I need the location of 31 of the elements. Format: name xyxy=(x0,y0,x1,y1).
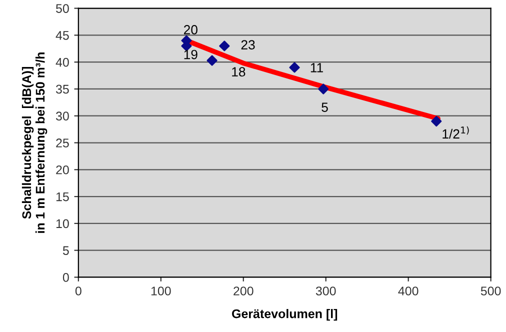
y-tick-label: 35 xyxy=(56,84,69,94)
annotation: 23 xyxy=(241,40,255,50)
annotation: 5 xyxy=(322,102,328,112)
annotation: 19 xyxy=(184,50,198,60)
x-tick-label: 300 xyxy=(316,286,336,296)
y-tick-label: 5 xyxy=(62,246,69,255)
x-tick-label: 400 xyxy=(398,286,418,296)
y-tick-label: 30 xyxy=(56,112,69,121)
point xyxy=(318,84,329,94)
x-tick-label: 0 xyxy=(75,286,82,296)
point xyxy=(289,62,300,73)
annotation: 1/2$^{1)}$ xyxy=(442,126,469,139)
y-tick-label: 15 xyxy=(56,192,69,202)
annotation: 11 xyxy=(310,63,323,72)
annotation: 20 xyxy=(184,25,198,34)
y-tick-label: 40 xyxy=(56,58,69,67)
y-axis-title: Schalldruckpegel [dB(A)] in 1 m Entfernung bei 150 m³/h xyxy=(22,52,48,233)
y-tick-label: 50 xyxy=(56,4,69,13)
y-tick-label: 25 xyxy=(56,138,69,148)
x-tick-label: 200 xyxy=(234,286,254,296)
x-axis-title: Gerätevolumen [l] xyxy=(232,309,338,321)
point xyxy=(206,55,218,66)
y-tick-label: 10 xyxy=(56,219,69,228)
y-tick-label: 20 xyxy=(56,165,69,174)
y-tick-label: 45 xyxy=(56,31,69,40)
x-tick-label: 100 xyxy=(151,286,171,296)
point xyxy=(219,40,230,52)
point xyxy=(431,116,442,127)
y-tick-label: 0 xyxy=(62,273,69,282)
annotation: 18 xyxy=(232,67,246,77)
x-tick-label: 500 xyxy=(480,286,501,296)
